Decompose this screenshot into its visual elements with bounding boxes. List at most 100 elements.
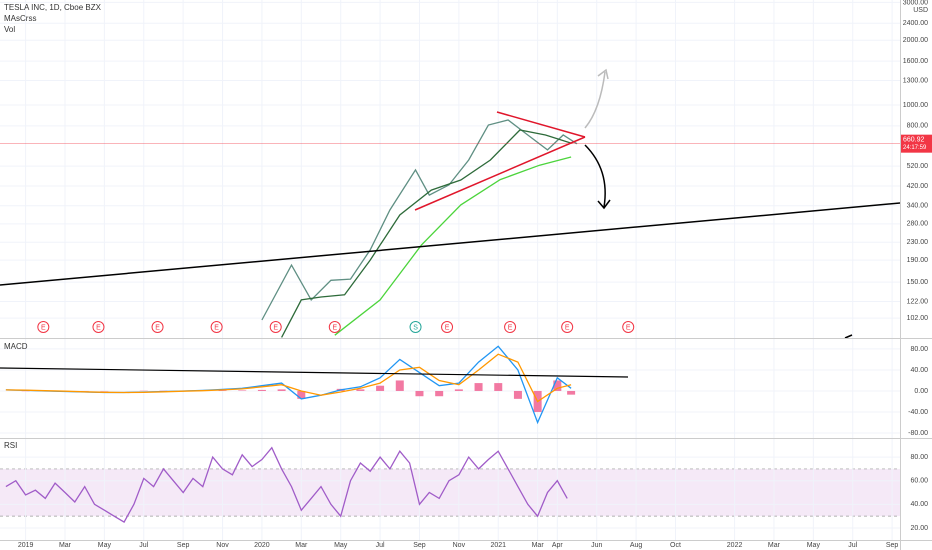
y-tick-label: 190.00 [907,257,929,264]
x-tick-label: Aug [630,542,643,549]
x-tick-label: Sep [886,542,899,549]
event-marker [210,321,223,333]
event-marker [269,321,282,333]
event-marker [504,321,517,333]
y-tick-label: 2000.00 [903,37,928,44]
event-marker [409,321,422,333]
macd-histogram-bar [553,380,562,391]
x-tick-label: Mar [768,542,781,549]
trend-line [0,202,901,286]
y-tick-label: -80.00 [908,430,928,437]
y-tick-label: 80.00 [910,346,928,353]
event-label: E [626,324,631,331]
x-tick-label: May [334,542,348,549]
macd-histogram-bar [257,389,266,391]
event-label: E [508,324,513,331]
x-tick-label: Jul [848,542,857,549]
down-arrow-head [597,199,611,210]
y-tick-label: 20.00 [910,525,928,532]
up-arrow-head [597,68,609,80]
series-line [5,446,568,524]
macd-histogram-bar [454,389,463,391]
macd-histogram-bar [567,390,576,395]
event-label: E [445,324,450,331]
x-tick-label: 2021 [490,542,506,549]
rsi-title: RSI [4,441,17,450]
event-marker [37,321,50,333]
x-tick-label: Jul [376,542,385,549]
countdown-label: 24:17:59 [903,145,927,151]
y-tick-label: 280.00 [907,221,929,228]
macd-histogram-bar [277,389,286,391]
event-marker [328,321,341,333]
y-tick-label: 1000.00 [903,102,928,109]
unit-label: USD [913,7,928,14]
event-marker [561,321,574,333]
y-tick-label: 0.00 [914,388,928,395]
event-label: E [565,324,570,331]
macd-histogram-bar [494,383,503,391]
up-arrow [584,71,606,129]
x-tick-label: Mar [59,542,72,549]
series-line [334,156,572,336]
y-tick-label: 80.00 [910,454,928,461]
y-tick-label: -40.00 [908,409,928,416]
event-marker [622,321,635,333]
x-tick-label: Nov [216,542,229,549]
macd-title: MACD [4,342,28,351]
rsi-band [0,468,900,517]
grid [0,0,900,540]
y-tick-label: 420.00 [907,183,929,190]
y-tick-label: 122.00 [907,298,929,305]
y-tick-label: 800.00 [907,123,929,130]
y-tick-label: 102.00 [907,315,929,322]
y-tick-label: 520.00 [907,163,929,170]
x-tick-label: Sep [413,542,426,549]
event-marker [92,321,105,333]
series-line [261,119,578,321]
macd-histogram-bar [238,390,247,391]
macd-histogram-bar [297,390,306,399]
event-label: E [273,324,278,331]
macd-histogram-bar [435,390,444,397]
x-tick-label: Mar [532,542,545,549]
event-label: E [41,324,46,331]
macd-histogram-bar [513,390,522,399]
triangle-lower [414,136,586,211]
event-marker [441,321,454,333]
event-label: E [155,324,160,331]
x-tick-label: 2022 [727,542,743,549]
y-tick-label: 2400.00 [903,20,928,27]
y-tick-label: 3000.00 [903,0,928,6]
trend-line-end [844,334,853,339]
x-tick-label: Nov [453,542,466,549]
last-price-tag [901,134,932,153]
x-tick-label: May [98,542,112,549]
x-tick-label: May [807,542,821,549]
y-tick-label: 1600.00 [903,58,928,65]
last-price-label: 660.92 [903,137,925,144]
y-tick-label: 40.00 [910,367,928,374]
x-tick-label: Oct [670,542,681,549]
volume-label: Vol [4,25,15,34]
y-tick-label: 40.00 [910,501,928,508]
macd-histogram-bar [474,383,483,391]
x-tick-label: Sep [177,542,190,549]
indicator-label: MAsCrss [4,14,36,23]
event-marker [151,321,164,333]
y-tick-label: 60.00 [910,478,928,485]
y-tick-label: 340.00 [907,203,929,210]
x-tick-label: Jun [591,542,602,549]
chart-title: TESLA INC, 1D, Cboe BZX [4,3,102,12]
triangle-upper [496,111,586,138]
y-tick-label: 1300.00 [903,77,928,84]
x-tick-label: Apr [552,542,564,549]
macd-trend-line [0,367,629,378]
event-label: S [413,324,418,331]
x-tick-label: Jul [139,542,148,549]
x-tick-label: 2019 [18,542,34,549]
event-label: E [96,324,101,331]
macd-histogram-bar [395,380,404,391]
